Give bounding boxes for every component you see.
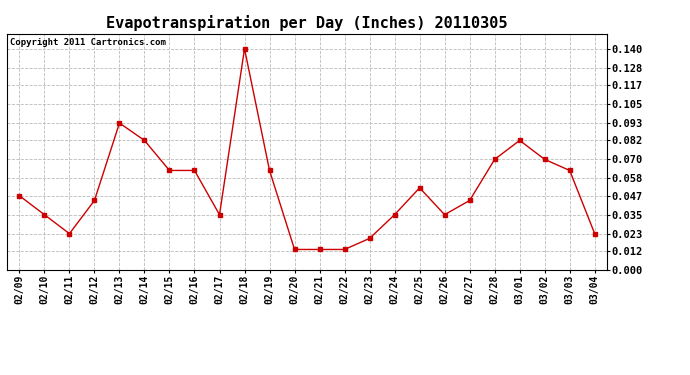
Title: Evapotranspiration per Day (Inches) 20110305: Evapotranspiration per Day (Inches) 2011…: [106, 15, 508, 31]
Text: Copyright 2011 Cartronics.com: Copyright 2011 Cartronics.com: [10, 39, 166, 48]
